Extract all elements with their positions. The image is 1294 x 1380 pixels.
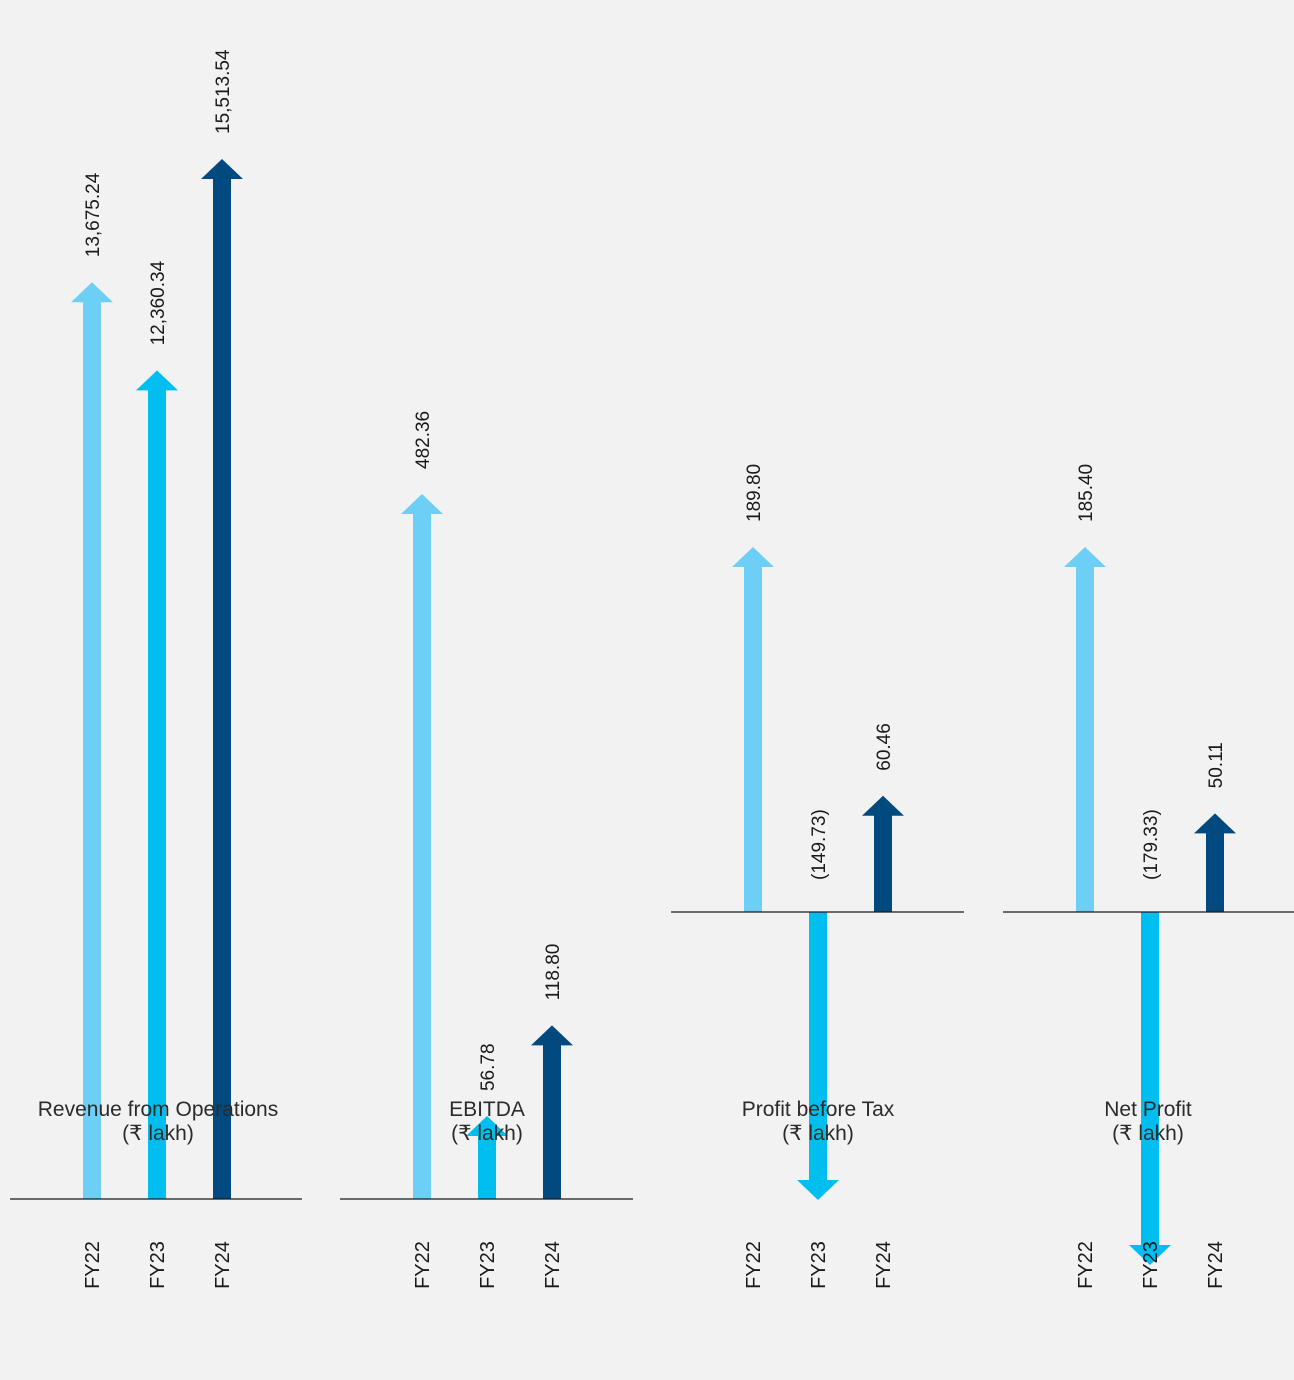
bar-arrow-fy22 <box>71 282 113 1200</box>
chart-title: EBITDA <box>449 1098 525 1121</box>
chart-unit: (₹ lakh) <box>122 1122 194 1145</box>
chart-title: Profit before Tax <box>741 1098 895 1121</box>
category-tick-label: FY24 <box>1205 1241 1227 1289</box>
panel-title-revenue: Revenue from Operations (₹ lakh) <box>0 1098 323 1146</box>
category-tick-label: FY22 <box>82 1241 104 1289</box>
value-label: (179.33) <box>1141 809 1162 880</box>
chart-unit: (₹ lakh) <box>451 1122 523 1145</box>
chart-panel-0: 13,675.24 FY22 12,360.34 FY23 15,513.54 FY24 <box>10 49 302 1289</box>
value-label: 56.78 <box>478 1043 499 1091</box>
bar-arrow-fy24 <box>531 1025 573 1199</box>
bar-arrow-fy22 <box>732 547 774 912</box>
category-tick-label: FY24 <box>212 1241 234 1289</box>
value-label: 12,360.34 <box>148 260 169 345</box>
chart-panel-2: 189.80 FY22 (149.73) FY23 60.46 FY24 <box>671 464 964 1289</box>
chart-panel-1: 482.36 FY22 56.78 FY23 118.80 FY24 <box>340 411 633 1289</box>
bar-arrow-fy22 <box>1064 547 1106 912</box>
chart-unit: (₹ lakh) <box>782 1122 854 1145</box>
bar-arrow-fy22 <box>401 494 443 1199</box>
category-tick-label: FY23 <box>808 1241 830 1289</box>
value-label: 60.46 <box>874 723 895 771</box>
chart-title: Revenue from Operations <box>37 1098 279 1121</box>
bar-arrow-fy24 <box>201 159 243 1199</box>
value-label: 50.11 <box>1206 742 1227 788</box>
bar-arrow-fy23 <box>1129 912 1171 1266</box>
value-label: 482.36 <box>413 411 434 469</box>
value-label: 185.40 <box>1076 464 1097 522</box>
panel-title-pbt: Profit before Tax (₹ lakh) <box>653 1098 983 1146</box>
value-label: (149.73) <box>809 809 830 880</box>
chart-unit: (₹ lakh) <box>1112 1122 1184 1145</box>
panel-title-net-profit: Net Profit (₹ lakh) <box>983 1098 1294 1146</box>
category-tick-label: FY23 <box>477 1241 499 1289</box>
value-label: 15,513.54 <box>213 49 234 134</box>
category-tick-label: FY22 <box>412 1241 434 1289</box>
category-tick-label: FY23 <box>1140 1241 1162 1289</box>
bar-arrow-fy23 <box>136 370 178 1199</box>
category-tick-label: FY22 <box>1075 1241 1097 1289</box>
category-tick-label: FY22 <box>743 1241 765 1289</box>
category-tick-label: FY24 <box>873 1241 895 1289</box>
category-tick-label: FY23 <box>147 1241 169 1289</box>
bar-arrow-fy24 <box>862 795 904 912</box>
category-tick-label: FY24 <box>542 1241 564 1289</box>
chart-panel-3: 185.40 FY22 (179.33) FY23 50.11 FY24 <box>1003 464 1294 1289</box>
value-label: 13,675.24 <box>83 172 104 257</box>
bar-arrow-fy23 <box>466 1116 508 1199</box>
value-label: 189.80 <box>744 464 765 522</box>
chart-title: Net Profit <box>1104 1098 1192 1121</box>
bar-arrow-fy24 <box>1194 813 1236 912</box>
bar-arrow-fy23 <box>797 912 839 1200</box>
panel-title-ebitda: EBITDA (₹ lakh) <box>322 1098 652 1146</box>
value-label: 118.80 <box>543 944 564 1001</box>
